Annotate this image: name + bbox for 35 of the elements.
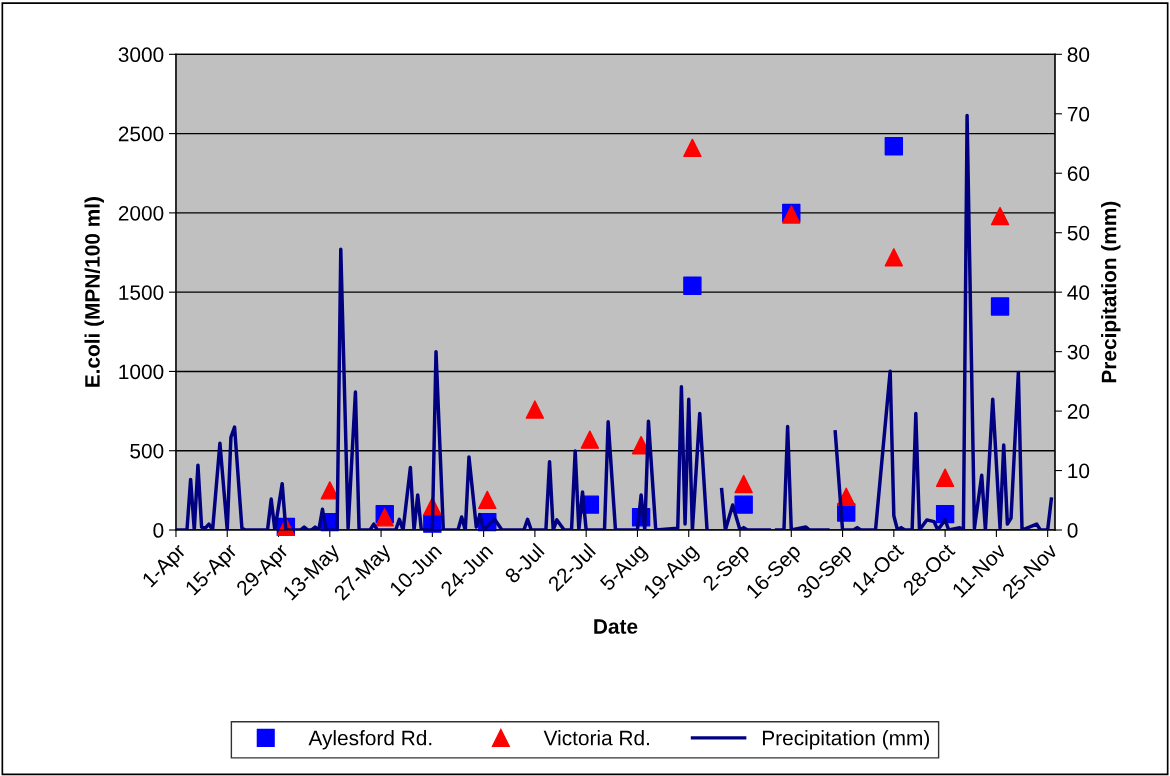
point — [884, 137, 904, 156]
y2-tick-label: 50 — [1067, 225, 1090, 241]
y2-tick-label: 20 — [1067, 404, 1090, 419]
point — [375, 508, 394, 527]
y-tick-label: 1500 — [119, 285, 164, 300]
legend-label: Aylesford Rd. — [308, 730, 432, 750]
y-tick-label: 500 — [130, 443, 164, 459]
point — [525, 400, 545, 419]
legend-label: Precipitation (mm) — [762, 730, 930, 750]
point — [580, 430, 600, 449]
y2-tick-label: 40 — [1067, 285, 1090, 300]
point — [990, 206, 1010, 226]
y2-tick-label: 0 — [1067, 523, 1078, 538]
point — [683, 138, 702, 158]
y-tick-label: 1000 — [119, 364, 164, 380]
y-tick-label: 3000 — [118, 47, 164, 63]
y2-tick-label: 10 — [1068, 463, 1090, 479]
point — [884, 248, 904, 267]
y-axis-title: E.coli (MPN/100 ml) — [84, 197, 104, 387]
y2-tick-label: 80 — [1067, 47, 1090, 63]
point — [734, 495, 753, 514]
point — [734, 474, 753, 494]
point — [990, 297, 1010, 316]
point — [935, 468, 955, 487]
y2-tick-label: 70 — [1067, 106, 1090, 122]
y2-tick-label: 30 — [1067, 344, 1090, 360]
x-axis-title: Date — [594, 619, 638, 634]
y-tick-label: 0 — [153, 523, 164, 538]
y2-axis-title: Precipitation (mm) — [1101, 201, 1121, 383]
point — [683, 276, 702, 296]
y-tick-label: 2000 — [118, 205, 164, 221]
legend-label: Victoria Rd. — [543, 730, 649, 746]
y-tick-label: 2500 — [118, 126, 164, 142]
point — [478, 490, 497, 510]
y2-tick-label: 60 — [1067, 166, 1090, 181]
